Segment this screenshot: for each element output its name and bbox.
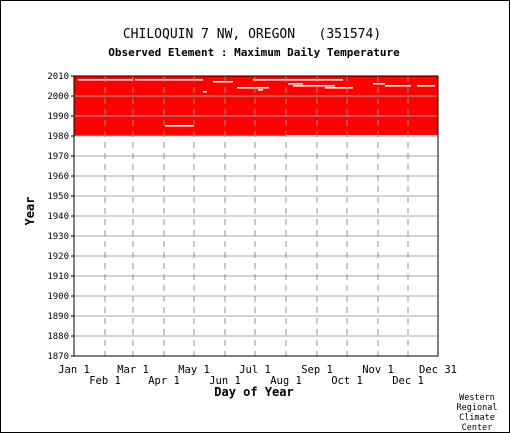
- gap-segment-5: [373, 83, 385, 85]
- x-tick-oct-1: Oct 1: [331, 375, 363, 387]
- y-tick-1990: 1990: [47, 112, 69, 122]
- grid-layer: [74, 76, 438, 356]
- x-tick-labels: Jan 1 Mar 1 May 1 Jul 1 Sep 1 Nov 1 Dec 31 Feb …: [58, 364, 457, 387]
- x-tick-jul-1: Jul 1: [239, 364, 271, 376]
- gap-segment-10: [325, 87, 353, 89]
- x-tick-dec-1: Dec 1: [392, 375, 424, 387]
- gap-segment-1: [135, 79, 203, 81]
- y-tick-1920: 1920: [47, 252, 69, 262]
- x-tick-may-1: May 1: [178, 364, 210, 376]
- data-coverage-layer: [74, 76, 438, 137]
- credit-line-4: Center: [462, 423, 493, 433]
- y-tick-1940: 1940: [47, 212, 69, 222]
- gap-segment-4: [288, 83, 303, 85]
- y-tick-1900: 1900: [47, 292, 69, 302]
- x-tick-apr-1: Apr 1: [148, 375, 180, 387]
- x-tick-dec-31: Dec 31: [419, 364, 457, 376]
- y-tick-labels: 1870 1880 1890 1900 1910 1920 1930 1940 1950 1960…: [47, 72, 74, 362]
- gap-segment-13: [165, 125, 194, 127]
- x-tick-jun-1: Jun 1: [209, 375, 241, 387]
- gap-segment-6: [293, 85, 335, 87]
- x-tick-jan-1: Jan 1: [58, 364, 90, 376]
- y-tick-2000: 2000: [47, 92, 69, 102]
- y-axis-label: Year: [23, 197, 37, 226]
- y-tick-2010: 2010: [47, 72, 69, 82]
- gap-segment-2: [253, 79, 343, 81]
- gap-segment-11: [258, 89, 263, 91]
- x-tick-aug-1: Aug 1: [270, 375, 302, 387]
- y-tick-1980: 1980: [47, 132, 69, 142]
- credit-line-1: Western: [459, 393, 495, 403]
- x-tick-nov-1: Nov 1: [362, 364, 394, 376]
- credit-line-3: Climate: [459, 413, 495, 423]
- x-tick-mar-1: Mar 1: [117, 364, 149, 376]
- chart-title: CHILOQUIN 7 NW, OREGON (351574): [123, 27, 381, 42]
- x-tick-feb-1: Feb 1: [89, 375, 121, 387]
- gap-segment-12: [203, 91, 207, 93]
- y-tick-1930: 1930: [47, 232, 69, 242]
- y-tick-1890: 1890: [47, 312, 69, 322]
- y-tick-1960: 1960: [47, 172, 69, 182]
- y-tick-1880: 1880: [47, 332, 69, 342]
- gap-segment-8: [417, 85, 435, 87]
- y-tick-1970: 1970: [47, 152, 69, 162]
- chart-subtitle: Observed Element : Maximum Daily Tempera…: [108, 46, 400, 59]
- y-tick-1910: 1910: [47, 272, 69, 282]
- coverage-block: [74, 76, 438, 136]
- y-tick-1870: 1870: [47, 352, 69, 362]
- x-axis-label: Day of Year: [214, 385, 293, 399]
- x-tick-sep-1: Sep 1: [301, 364, 333, 376]
- gap-segment-3: [213, 81, 233, 83]
- gap-segment-9: [237, 87, 269, 89]
- gap-segment-7: [385, 85, 411, 87]
- y-tick-1950: 1950: [47, 192, 69, 202]
- credit-line-2: Regional: [457, 403, 498, 413]
